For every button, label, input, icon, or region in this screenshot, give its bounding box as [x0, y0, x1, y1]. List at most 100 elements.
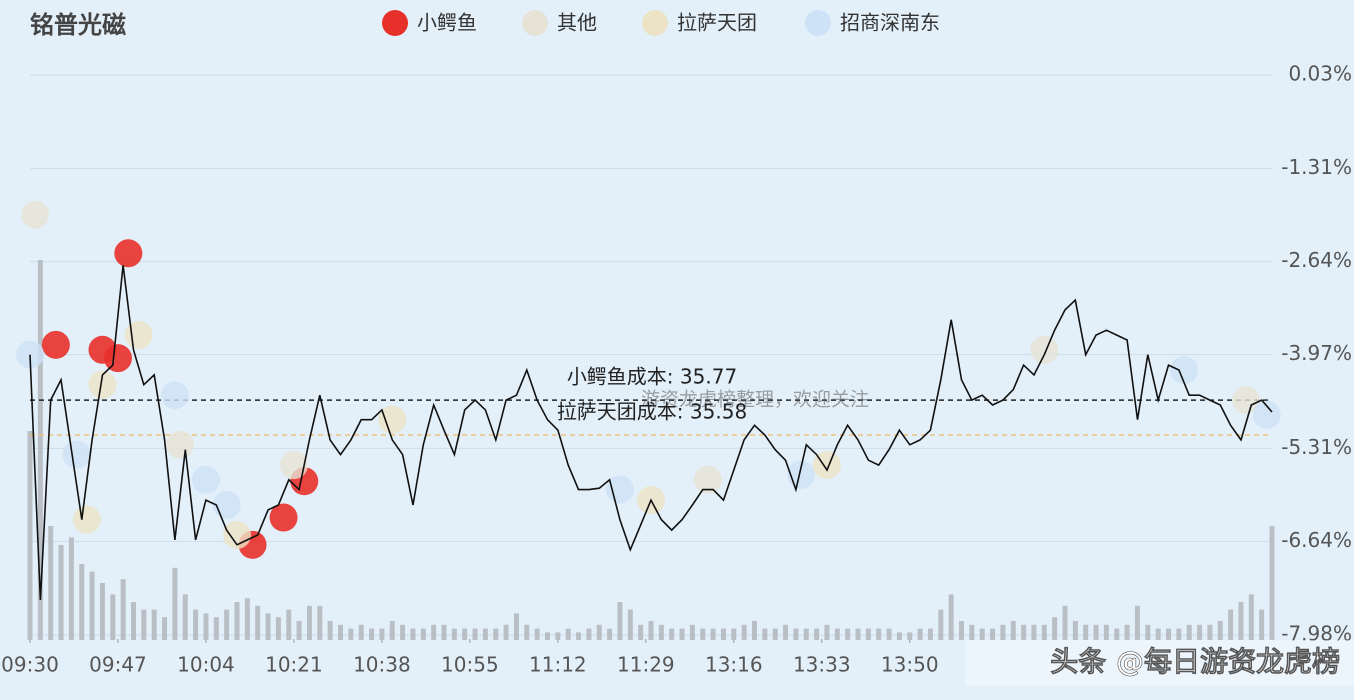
volume-bar	[783, 624, 789, 640]
volume-bar	[400, 624, 406, 640]
reference-label: 小鳄鱼成本: 35.77	[567, 365, 737, 389]
trade-bubble	[269, 503, 298, 532]
volume-bar	[731, 628, 737, 640]
y-tick-label: -6.64%	[1281, 528, 1352, 552]
volume-bar	[969, 624, 975, 640]
volume-bar	[1217, 621, 1223, 640]
volume-bar	[99, 583, 105, 640]
trade-bubble	[124, 321, 153, 350]
volume-bar	[1114, 628, 1120, 640]
volume-bar	[1062, 605, 1068, 640]
volume-bar	[327, 621, 333, 640]
volume-bar	[679, 628, 685, 640]
volume-bar	[1238, 602, 1244, 640]
volume-bar	[451, 628, 457, 640]
volume-bar	[48, 526, 54, 640]
trade-bubble	[41, 330, 70, 359]
volume-bar	[720, 628, 726, 640]
volume-bar	[803, 628, 809, 640]
volume-bar	[855, 628, 861, 640]
y-tick-label: -3.97%	[1281, 341, 1352, 365]
volume-bar	[1124, 624, 1130, 640]
volume-bar	[772, 628, 778, 640]
volume-bar	[907, 632, 913, 640]
volume-bar	[265, 613, 271, 640]
volume-bar	[213, 617, 219, 640]
volume-bar	[255, 605, 261, 640]
volume-bar	[1134, 605, 1140, 640]
reference-label: 拉萨天团成本: 35.58	[557, 400, 747, 424]
watermark-bg	[965, 640, 1354, 686]
volume-bar	[244, 598, 250, 640]
volume-bar	[1228, 609, 1234, 640]
volume-bar	[120, 579, 126, 640]
volume-bar	[627, 609, 633, 640]
volume-bar	[1269, 526, 1275, 640]
volume-bar	[1072, 621, 1078, 640]
volume-bar	[762, 628, 768, 640]
volume-bar	[493, 628, 499, 640]
trade-bubble	[1030, 335, 1059, 364]
trade-bubble	[16, 340, 44, 369]
volume-bar	[979, 628, 985, 640]
volume-bar	[141, 609, 147, 640]
volume-bar	[1021, 624, 1027, 640]
volume-bar	[338, 624, 343, 640]
volume-bar	[37, 260, 43, 640]
x-tick-label: 09:47	[89, 653, 147, 677]
volume-bar	[482, 628, 488, 640]
x-tick-label: 11:12	[529, 653, 587, 677]
volume-bar	[410, 628, 416, 640]
volume-bar	[68, 537, 74, 640]
volume-bar	[420, 628, 426, 640]
trade-bubble	[62, 440, 91, 469]
x-tick-label: 09:30	[1, 653, 59, 677]
volume-bar	[1103, 624, 1109, 640]
volume-bar	[938, 609, 944, 640]
volume-bar	[865, 628, 871, 640]
volume-bar	[1083, 624, 1089, 640]
y-tick-label: -7.98%	[1281, 622, 1352, 646]
volume-bar	[1000, 624, 1006, 640]
x-tick-label: 13:50	[881, 653, 939, 677]
volume-bar	[306, 605, 312, 640]
volume-bar	[617, 602, 623, 640]
volume-bar	[1041, 624, 1047, 640]
trade-bubble	[693, 465, 722, 494]
volume-bar	[151, 609, 157, 640]
legend-marker	[382, 10, 408, 36]
volume-bar	[1248, 594, 1254, 640]
volume-bar	[545, 632, 550, 640]
volume-bar	[182, 594, 188, 640]
x-tick-label: 11:29	[617, 653, 675, 677]
volume-bar	[669, 628, 675, 640]
volume-bar	[607, 628, 613, 640]
volume-bar	[286, 609, 292, 640]
volume-bar	[1176, 628, 1182, 640]
volume-bar	[234, 602, 240, 640]
x-tick-label: 10:38	[353, 653, 411, 677]
volume-bar	[27, 431, 33, 640]
volume-bar	[596, 624, 602, 640]
volume-bar	[1207, 624, 1213, 640]
volume-bar	[1155, 628, 1161, 640]
trade-bubble	[605, 475, 634, 504]
volume-bar	[358, 624, 364, 640]
trade-bubble	[1170, 356, 1199, 385]
volume-bar	[203, 613, 209, 640]
y-tick-label: -1.31%	[1281, 155, 1352, 179]
volume-bar	[441, 624, 447, 640]
volume-bar	[876, 628, 882, 640]
volume-bar	[1186, 624, 1192, 640]
volume-bar	[131, 602, 136, 640]
volume-bar	[741, 624, 747, 640]
volume-bar	[193, 609, 199, 640]
volume-bar	[296, 621, 302, 640]
volume-bar	[990, 628, 996, 640]
volume-bar	[110, 594, 116, 640]
volume-bar	[224, 609, 230, 640]
trade-bubble	[166, 430, 195, 459]
